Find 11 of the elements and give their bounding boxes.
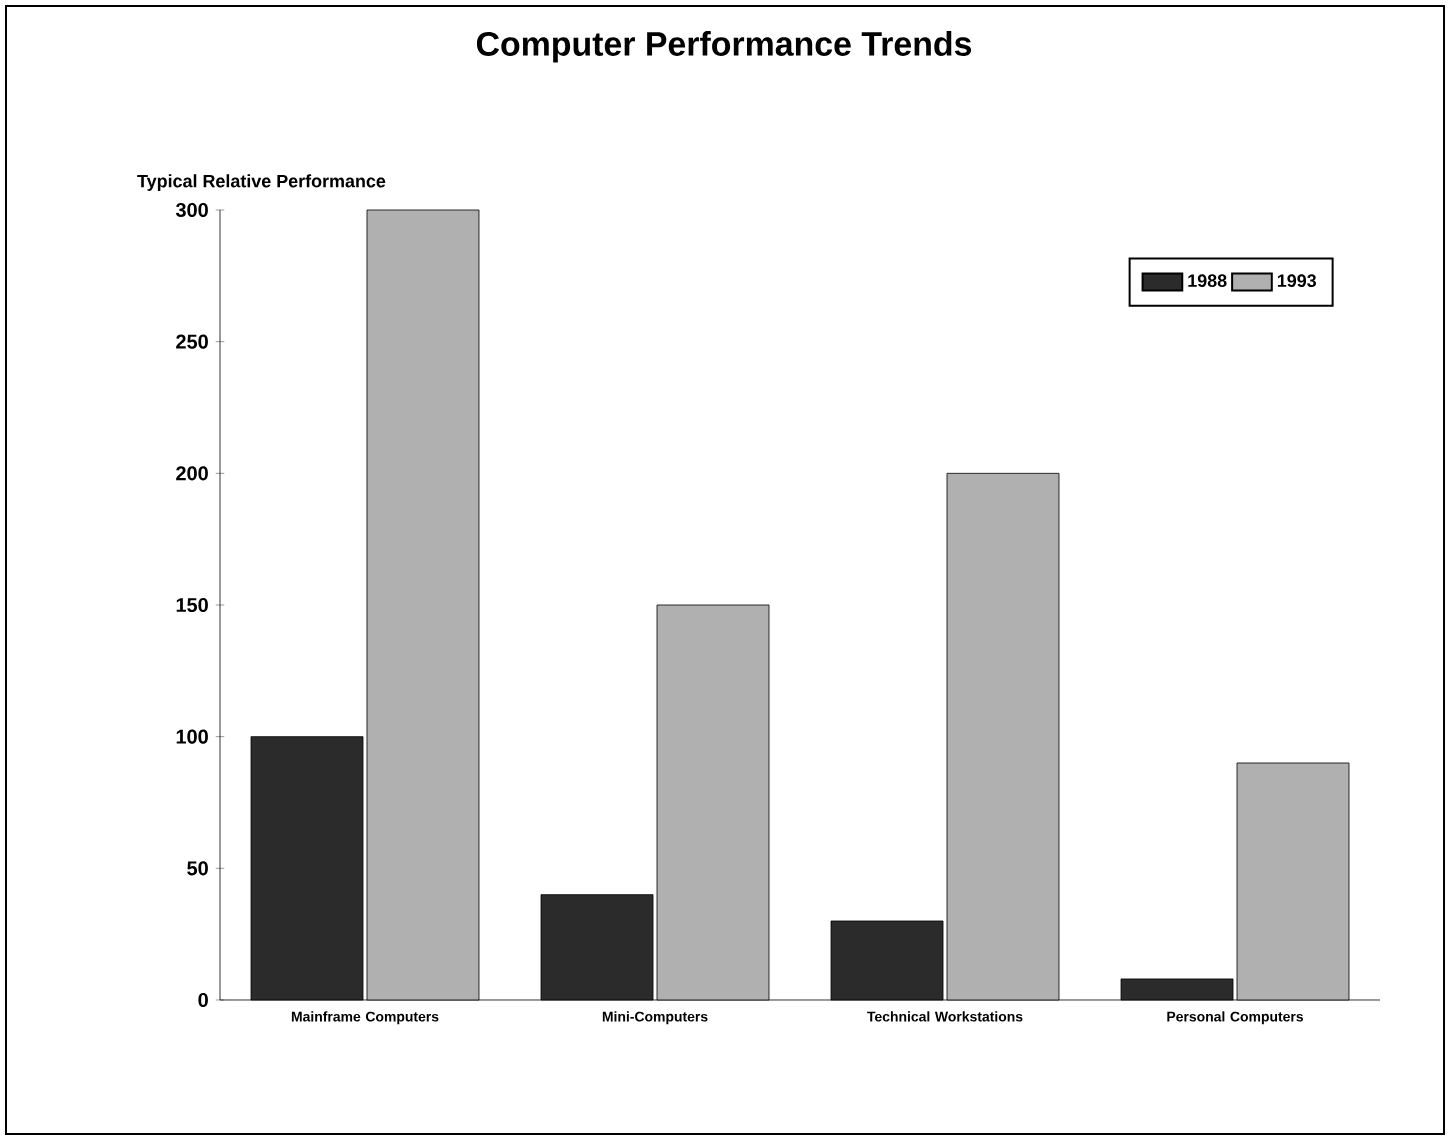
y-tick-label: 250 xyxy=(176,334,208,349)
y-axis-title: Typical Relative Performance xyxy=(137,174,386,191)
legend-label: 1993 xyxy=(1277,274,1317,288)
y-tick-label: 0 xyxy=(198,992,208,1008)
chart-title: Computer Performance Trends xyxy=(476,31,972,63)
y-tick-label: 300 xyxy=(175,202,208,218)
legend-label: 1988 xyxy=(1188,274,1227,288)
y-tick-label: 200 xyxy=(176,466,208,481)
y-tick-label: 150 xyxy=(176,597,208,613)
y-tick-label: 50 xyxy=(187,861,208,876)
y-tick-label: 100 xyxy=(176,729,208,744)
